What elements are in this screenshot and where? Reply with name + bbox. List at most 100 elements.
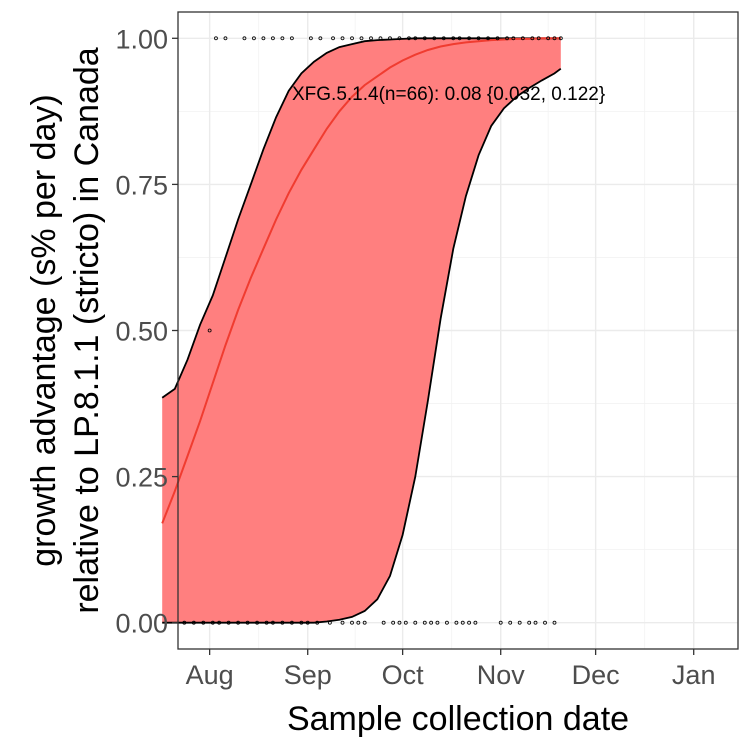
observation-point: [318, 36, 323, 41]
x-tick-label: Sep: [284, 660, 332, 690]
observation-point: [350, 36, 354, 41]
observation-point: [299, 620, 304, 625]
observation-point: [397, 36, 402, 41]
observation-point: [359, 36, 364, 41]
observation-point: [308, 36, 313, 41]
y-tick-label: 0.25: [115, 463, 168, 493]
y-axis-title-group: growth advantage (s% per day) relative to…: [25, 47, 106, 613]
observation-point: [362, 620, 367, 625]
observation-point: [505, 36, 509, 41]
observation-point: [271, 36, 275, 41]
observation-point: [543, 620, 547, 625]
observation-point: [280, 620, 285, 625]
observation-point: [432, 36, 437, 41]
observation-point: [378, 36, 383, 41]
observation-point: [530, 36, 535, 41]
observation-point: [558, 36, 563, 41]
observation-point: [520, 36, 525, 41]
observation-point: [289, 620, 294, 625]
observation-point: [460, 620, 465, 625]
observation-point: [191, 620, 196, 625]
observation-point: [397, 620, 402, 625]
observation-point: [340, 620, 345, 625]
observation-point: [536, 36, 541, 41]
confidence-ribbon: [162, 38, 561, 623]
x-tick-label: Aug: [186, 660, 234, 690]
observation-point: [236, 620, 241, 625]
observation-point: [407, 36, 411, 41]
observation-point: [451, 36, 456, 41]
observation-point: [242, 36, 247, 41]
observation-point: [331, 36, 335, 41]
chart-annotation: XFG.5.1.4(n=66): 0.08 {0.032, 0.122}: [292, 84, 605, 105]
observation-point: [223, 36, 228, 41]
y-axis-title-line: relative to LP.8.1.1 (stricto) in Canada: [68, 47, 106, 613]
observation-point: [441, 36, 446, 41]
observation-point: [467, 36, 471, 41]
fitted-line: [161, 37, 561, 524]
observation-point: [413, 36, 418, 41]
y-axis: 0.00 0.25 0.50 0.75 1.00: [115, 24, 178, 639]
observation-point: [527, 620, 532, 625]
y-axis-title-line: growth advantage (s% per day): [25, 94, 63, 566]
observation-point: [289, 36, 294, 41]
x-tick-label: Jan: [672, 660, 716, 690]
observation-point: [552, 36, 557, 41]
observation-point: [350, 620, 354, 625]
observation-point: [327, 620, 332, 625]
observation-point: [182, 620, 187, 625]
observation-point: [264, 620, 269, 625]
observation-point: [467, 620, 471, 625]
observation-point: [403, 620, 408, 625]
observation-point: [356, 620, 361, 625]
y-tick-label: 0.00: [115, 609, 168, 639]
observation-point: [305, 620, 310, 625]
observation-point: [422, 620, 427, 625]
observation-point: [445, 620, 449, 625]
observation-point: [495, 36, 500, 41]
observation-point: [476, 36, 481, 41]
observation-point: [381, 620, 386, 625]
observation-point: [271, 620, 275, 625]
y-tick-label: 0.75: [115, 170, 168, 200]
observation-point: [340, 36, 345, 41]
observation-point: [511, 36, 516, 41]
x-axis: Aug Sep Oct Nov Dec Jan: [186, 649, 716, 690]
observation-point: [422, 36, 427, 41]
observation-point: [473, 620, 478, 625]
observation-point: [498, 620, 503, 625]
ribbon-upper-edge: [161, 37, 561, 399]
observation-point: [552, 620, 557, 625]
x-tick-label: Dec: [572, 660, 620, 690]
observation-point: [245, 620, 250, 625]
observation-point: [214, 36, 218, 41]
plot-panel: [161, 11, 739, 650]
x-tick-label: Oct: [382, 660, 425, 690]
observation-point: [226, 620, 231, 625]
observation-point: [391, 620, 396, 625]
observation-point: [435, 620, 440, 625]
observation-point: [255, 620, 259, 625]
x-tick-label: Nov: [477, 660, 526, 690]
observation-point: [517, 620, 522, 625]
observation-point: [457, 36, 462, 41]
observation-point: [454, 620, 459, 625]
observation-point: [207, 328, 212, 333]
observation-point: [413, 620, 418, 625]
y-tick-label: 0.50: [115, 317, 168, 347]
ribbon-lower-edge: [162, 67, 562, 624]
observation-point: [546, 36, 551, 41]
observation-point: [210, 620, 215, 625]
observation-point: [388, 36, 392, 41]
y-tick-label: 1.00: [115, 24, 168, 54]
observation-point: [261, 36, 266, 41]
observation-point: [280, 36, 285, 41]
observation-point: [252, 36, 256, 41]
observation-point: [369, 36, 373, 41]
x-axis-title: Sample collection date: [287, 700, 629, 738]
observation-point: [486, 36, 490, 41]
observation-point: [217, 620, 222, 625]
observation-point: [429, 620, 434, 625]
observation-point: [201, 620, 206, 625]
